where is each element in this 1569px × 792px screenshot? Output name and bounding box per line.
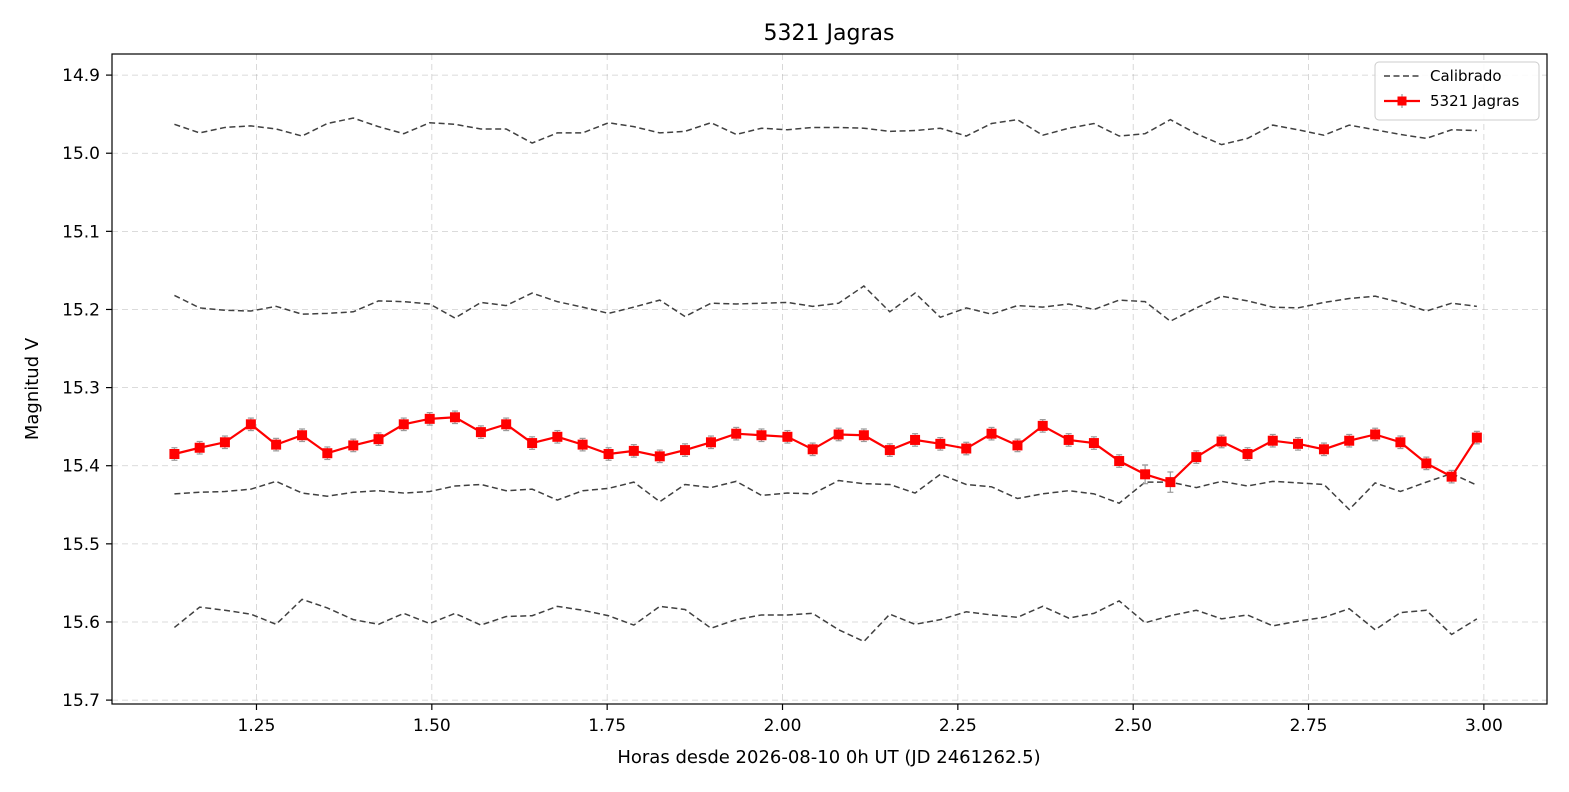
data-point-marker: [731, 428, 742, 439]
data-point-marker: [1088, 438, 1099, 449]
data-point-marker: [858, 430, 869, 441]
legend: Calibrado 5321 Jagras: [1374, 61, 1540, 121]
calibrado-series-line: [173, 598, 1478, 643]
data-point-marker: [935, 438, 946, 449]
x-tick-label: 1.50: [413, 716, 451, 736]
data-point-marker: [1012, 440, 1023, 451]
data-point-marker: [807, 444, 818, 455]
series-layer: [169, 117, 1482, 643]
data-point-marker: [1242, 449, 1253, 459]
data-point-marker: [986, 428, 997, 439]
y-axis-label: Magnitud V: [22, 337, 43, 440]
data-point-marker: [1140, 469, 1151, 480]
data-point-marker: [297, 430, 308, 441]
calibrado-series-line: [174, 472, 1478, 511]
data-point-marker: [348, 440, 359, 451]
data-point-marker: [169, 449, 180, 459]
data-point-marker: [680, 445, 691, 456]
data-point-marker: [1421, 458, 1432, 469]
grid-lines: [112, 54, 1547, 704]
calibrado-series-line: [174, 285, 1477, 323]
y-tick-label: 15.5: [62, 535, 100, 555]
data-point-marker: [1318, 444, 1329, 455]
y-tick-label: 15.4: [62, 457, 100, 477]
data-point-marker: [475, 427, 486, 438]
data-point-marker: [628, 445, 639, 456]
data-point-marker: [552, 431, 563, 442]
data-point-marker: [961, 443, 972, 454]
y-tick-label: 15.0: [62, 144, 100, 164]
data-point-marker: [1216, 436, 1227, 447]
data-point-marker: [603, 449, 614, 459]
x-tick-label: 2.50: [1114, 716, 1152, 736]
data-point-marker: [1344, 435, 1355, 446]
y-tick-label: 15.7: [62, 691, 100, 711]
x-axis-label: Horas desde 2026-08-10 0h UT (JD 2461262…: [617, 747, 1040, 768]
legend-calibrado-label: Calibrado: [1430, 67, 1502, 85]
data-point-marker: [1471, 432, 1482, 443]
data-point-marker: [1114, 456, 1125, 467]
data-point-marker: [1165, 477, 1176, 488]
data-point-marker: [1267, 435, 1278, 446]
data-point-marker: [1037, 420, 1048, 431]
data-point-marker: [219, 437, 230, 448]
y-tick-label: 15.1: [62, 222, 100, 242]
data-point-marker: [501, 419, 512, 430]
legend-target-marker: [1397, 96, 1407, 106]
x-tick-label: 1.75: [588, 716, 626, 736]
data-point-marker: [194, 442, 205, 453]
data-point-marker: [577, 439, 588, 450]
data-point-marker: [1446, 471, 1457, 482]
legend-target-label: 5321 Jagras: [1430, 92, 1519, 110]
chart-title: 5321 Jagras: [764, 21, 895, 46]
axes: 1.25 1.50 1.75 2.00 2.25 2.50 2.75 3.00 14.9 15.0…: [62, 66, 1503, 736]
data-point-marker: [449, 412, 460, 423]
data-point-marker: [1370, 429, 1381, 440]
calibrado-series-line: [174, 117, 1477, 146]
data-point-marker: [424, 413, 435, 424]
data-point-marker: [910, 434, 921, 445]
plot-frame: [111, 53, 1548, 705]
x-tick-label: 1.25: [238, 716, 276, 736]
x-tick-label: 2.00: [764, 716, 802, 736]
data-point-marker: [705, 437, 716, 448]
y-tick-label: 15.2: [62, 300, 100, 320]
data-point-marker: [527, 438, 538, 449]
data-point-marker: [1395, 437, 1406, 448]
data-point-marker: [398, 419, 409, 430]
target-series-line: [174, 416, 1478, 484]
y-tick-label: 15.6: [62, 613, 100, 633]
y-tick-label: 15.3: [62, 379, 100, 399]
y-tick-label: 14.9: [62, 66, 100, 86]
data-point-marker: [245, 419, 256, 430]
x-tick-label: 3.00: [1465, 716, 1503, 736]
data-point-marker: [756, 430, 767, 441]
data-point-marker: [884, 445, 895, 456]
data-point-marker: [1293, 438, 1304, 449]
data-point-marker: [1063, 434, 1074, 445]
x-tick-label: 2.25: [939, 716, 977, 736]
data-point-marker: [322, 448, 333, 459]
data-point-marker: [1191, 452, 1202, 463]
data-point-marker: [782, 431, 793, 442]
data-point-marker: [654, 451, 665, 462]
data-point-marker: [833, 429, 844, 440]
data-point-marker: [373, 434, 384, 445]
x-tick-label: 2.75: [1290, 716, 1328, 736]
data-point-marker: [271, 439, 282, 450]
